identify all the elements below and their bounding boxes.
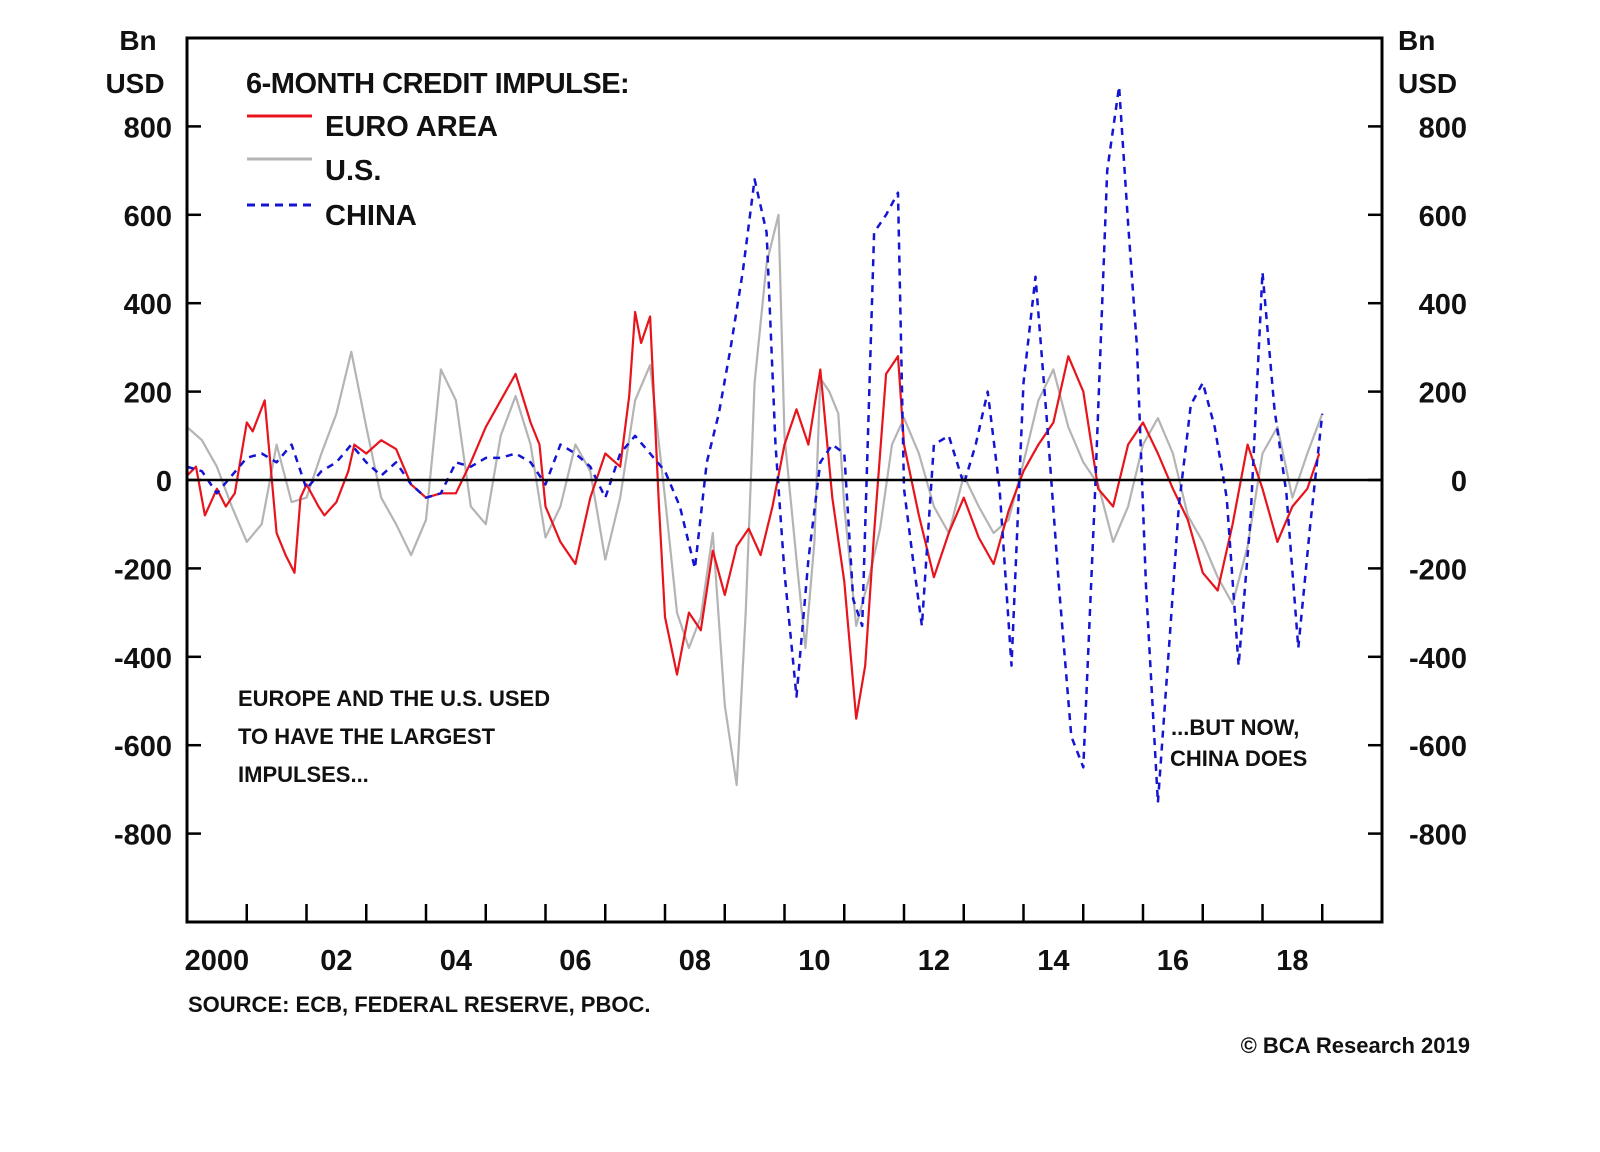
series-line-euro-area: [186, 310, 1321, 720]
x-tick-label: 10: [798, 945, 830, 977]
y-tick-label-left: -400: [114, 643, 172, 675]
copyright-note: © BCA Research 2019: [1241, 1033, 1470, 1058]
series-line-u-s: [186, 213, 1324, 787]
x-tick-label: 2000: [185, 945, 250, 977]
x-tick-label: 06: [559, 945, 591, 977]
y-tick-label-right: 600: [1419, 201, 1467, 233]
y-tick-label-left: 800: [124, 112, 172, 144]
source-note: SOURCE: ECB, FEDERAL RESERVE, PBOC.: [188, 992, 650, 1017]
annotation-line: ...BUT NOW,: [1171, 715, 1299, 740]
y-tick-label-left: 0: [156, 466, 172, 498]
x-tick-label: 08: [679, 945, 711, 977]
y-tick-label-right: 200: [1419, 378, 1467, 410]
annotation-europe-us: EUROPE AND THE U.S. USED TO HAVE THE LAR…: [238, 686, 550, 787]
y-tick-label-right: -800: [1409, 820, 1467, 852]
y-tick-label-right: -600: [1409, 731, 1467, 763]
right-unit-label-line1: Bn: [1398, 25, 1435, 56]
x-tick-label: 16: [1157, 945, 1189, 977]
x-tick-label: 02: [320, 945, 352, 977]
legend-label-china: CHINA: [325, 200, 417, 232]
annotation-line: TO HAVE THE LARGEST: [238, 724, 496, 749]
annotation-china: ...BUT NOW, CHINA DOES: [1170, 715, 1307, 771]
x-tick-label: 18: [1276, 945, 1308, 977]
annotation-line: EUROPE AND THE U.S. USED: [238, 686, 550, 711]
y-tick-label-left: 600: [124, 201, 172, 233]
left-unit-label-line1: Bn: [119, 25, 156, 56]
legend: 6-MONTH CREDIT IMPULSE: EURO AREA U.S. C…: [246, 68, 630, 232]
plot-frame: [185, 36, 1384, 924]
left-unit-label-line2: USD: [105, 68, 164, 99]
y-tick-label-left: 200: [124, 378, 172, 410]
annotation-line: IMPULSES...: [238, 762, 369, 787]
y-tick-label-right: 0: [1451, 466, 1467, 498]
y-tick-label-right: -200: [1409, 554, 1467, 586]
chart-title: 6-MONTH CREDIT IMPULSE:: [246, 68, 629, 100]
right-unit-label-line2: USD: [1398, 68, 1457, 99]
legend-label-euro-area: EURO AREA: [325, 111, 498, 143]
y-tick-label-right: -400: [1409, 643, 1467, 675]
x-tick-label: 12: [918, 945, 950, 977]
y-tick-label-left: -800: [114, 820, 172, 852]
y-tick-label-left: -200: [114, 554, 172, 586]
legend-label-us: U.S.: [325, 155, 381, 187]
y-tick-label-right: 400: [1419, 289, 1467, 321]
y-tick-label-right: 800: [1419, 112, 1467, 144]
x-tick-label: 14: [1037, 945, 1069, 977]
y-tick-label-left: 400: [124, 289, 172, 321]
y-tick-label-left: -600: [114, 731, 172, 763]
x-tick-label: 04: [440, 945, 472, 977]
annotation-line: CHINA DOES: [1170, 746, 1307, 771]
